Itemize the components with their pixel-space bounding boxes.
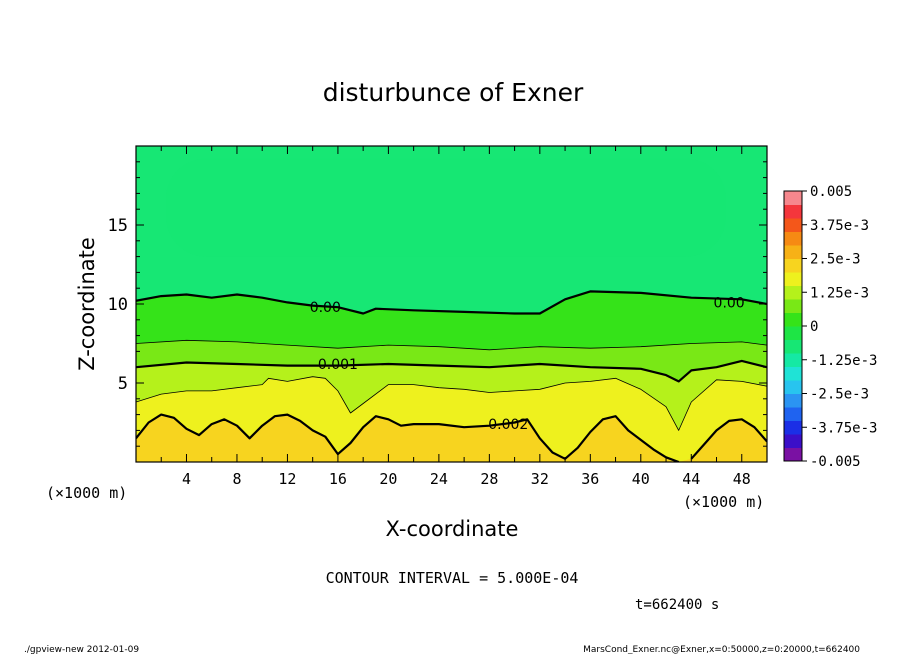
contour-label: 0.00	[310, 300, 341, 316]
colorbar-segment	[784, 366, 802, 381]
contour-line	[136, 376, 767, 431]
y-axis-ticks: 5 10 15	[108, 145, 767, 463]
colorbar-segment	[784, 353, 802, 367]
time-text: t=662400 s	[635, 597, 719, 613]
colorbar-tick-label: -2.5e-3	[810, 387, 869, 403]
colorbar-tick-label: 0.005	[810, 184, 852, 200]
x-axis-label: X-coordinate	[386, 517, 519, 541]
x-tick-label: 40	[632, 470, 650, 488]
x-tick-label: 4	[182, 470, 191, 488]
y-tick-label: 10	[108, 295, 128, 315]
x-tick-label: 36	[581, 470, 599, 488]
y-tick-label: 15	[108, 216, 128, 236]
x-tick-label: 12	[278, 470, 296, 488]
colorbar-segment	[784, 204, 802, 219]
x-tick-label: 20	[379, 470, 397, 488]
colorbar-segment	[784, 393, 802, 408]
colorbar-segment	[784, 434, 802, 448]
contour-line	[136, 290, 767, 315]
colorbar-segment	[784, 380, 802, 394]
colorbar-tick-label: 3.75e-3	[810, 218, 869, 234]
colorbar-tick-label: -0.005	[810, 454, 861, 470]
colorbar-segment	[784, 420, 802, 435]
x-tick-label: 8	[232, 470, 241, 488]
x-tick-label: 32	[531, 470, 549, 488]
colorbar: 0.005 3.75e-3 2.5e-3 1.25e-3 0 -1.25e-3 -2.5e-…	[783, 184, 877, 470]
y-tick-label: 5	[118, 374, 128, 394]
colorbar-segment	[784, 299, 802, 313]
colorbar-segment	[784, 191, 802, 205]
contour-lines: 0.00 0.00 0.001 0.002	[136, 290, 767, 462]
colorbar-segment	[784, 245, 802, 259]
colorbar-segment	[784, 272, 802, 286]
x-axis-ticks: 4 8 12 16 20 24 28 32 36 40 44 48	[135, 146, 768, 488]
colorbar-segment	[784, 258, 802, 273]
colorbar-segment	[784, 218, 802, 232]
colorbar-segment	[784, 339, 802, 354]
colorbar-tick-label: 1.25e-3	[810, 285, 869, 301]
chart-title: disturbunce of Exner	[323, 78, 584, 107]
colorbar-segment	[784, 285, 802, 300]
band-upper	[166, 158, 726, 257]
color-bands	[136, 146, 767, 462]
contour-line	[690, 418, 767, 460]
x-unit-left: (×1000 m)	[46, 484, 127, 502]
contour-label: 0.002	[488, 417, 528, 433]
colorbar-tick-label: 0	[810, 319, 818, 335]
colorbar-segment	[784, 231, 802, 246]
colorbar-tick-label: -1.25e-3	[810, 353, 877, 369]
colorbar-tick-label: 2.5e-3	[810, 252, 861, 268]
colorbar-segment	[784, 326, 802, 340]
footer-left: ./gpview-new 2012-01-09	[24, 645, 139, 654]
y-axis-label: Z-coordinate	[75, 237, 99, 371]
contour-interval-text: CONTOUR INTERVAL = 5.000E-04	[326, 569, 579, 587]
colorbar-tick-label: -3.75e-3	[810, 420, 877, 436]
contour-line	[136, 339, 767, 351]
colorbar-segment	[784, 447, 802, 462]
x-tick-label: 44	[682, 470, 700, 488]
contour-band	[136, 414, 767, 462]
x-tick-label: 48	[733, 470, 751, 488]
contour-line	[136, 359, 767, 383]
footer-right: MarsCond_Exner.nc@Exner,x=0:50000,z=0:20…	[583, 645, 860, 654]
x-tick-label: 24	[430, 470, 448, 488]
contour-label: 0.001	[318, 357, 358, 373]
x-tick-label: 28	[480, 470, 498, 488]
x-unit-right: (×1000 m)	[683, 493, 764, 511]
colorbar-segment	[784, 312, 802, 327]
colorbar-segment	[784, 407, 802, 421]
contour-line	[136, 413, 680, 462]
x-tick-label: 16	[329, 470, 347, 488]
contour-label: 0.00	[714, 295, 745, 311]
